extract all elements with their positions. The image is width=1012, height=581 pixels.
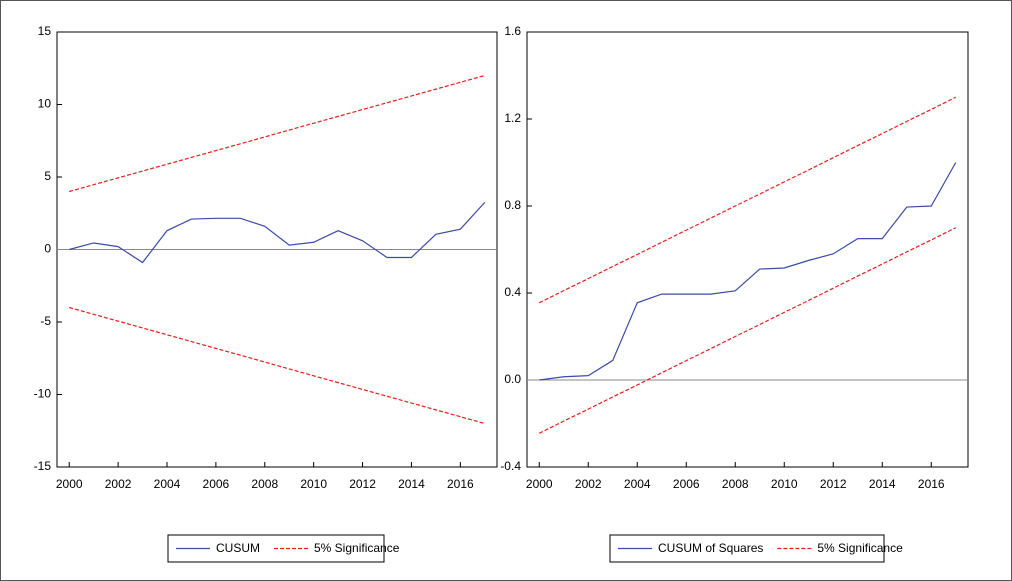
y-tick-label: 1.6 [504, 24, 521, 38]
y-tick-label: 0.0 [504, 372, 521, 386]
x-tick-label: 2006 [203, 477, 230, 491]
x-tick-label: 2016 [447, 477, 474, 491]
x-tick-label: 2008 [722, 477, 749, 491]
series-line [538, 227, 957, 434]
x-tick-label: 2010 [771, 477, 798, 491]
x-tick-label: 2010 [300, 477, 327, 491]
x-tick-label: 2002 [105, 477, 132, 491]
legend-label: 5% Significance [817, 541, 903, 555]
x-tick-label: 2000 [56, 477, 83, 491]
y-tick-label: 0.4 [504, 285, 521, 299]
x-tick-label: 2008 [251, 477, 278, 491]
y-tick-label: -0.4 [500, 459, 521, 473]
series-line [538, 96, 957, 304]
series-line [539, 162, 957, 381]
x-tick-label: 2006 [673, 477, 700, 491]
series-line [69, 201, 486, 264]
legend-box [609, 534, 885, 563]
y-tick-label: 15 [38, 24, 52, 38]
x-tick-label: 2004 [624, 477, 651, 491]
x-tick-label: 2012 [820, 477, 847, 491]
legend-label: CUSUM of Squares [658, 541, 763, 555]
plot-area [526, 31, 969, 468]
x-tick-label: 2014 [869, 477, 896, 491]
legend-label: CUSUM [216, 541, 260, 555]
x-tick-label: 2014 [398, 477, 425, 491]
y-tick-label: 0.8 [504, 198, 521, 212]
y-tick-label: 10 [38, 97, 52, 111]
y-tick-label: 5 [44, 169, 51, 183]
y-tick-label: -15 [34, 459, 52, 473]
y-tick-label: -5 [40, 314, 51, 328]
x-tick-label: 2004 [154, 477, 181, 491]
y-tick-label: 1.2 [504, 111, 521, 125]
x-tick-label: 2016 [918, 477, 945, 491]
x-tick-label: 2012 [349, 477, 376, 491]
x-tick-label: 2002 [575, 477, 602, 491]
legend-label: 5% Significance [314, 541, 400, 555]
x-tick-label: 2000 [526, 477, 553, 491]
y-tick-label: 0 [44, 242, 51, 256]
y-tick-label: -10 [34, 387, 52, 401]
